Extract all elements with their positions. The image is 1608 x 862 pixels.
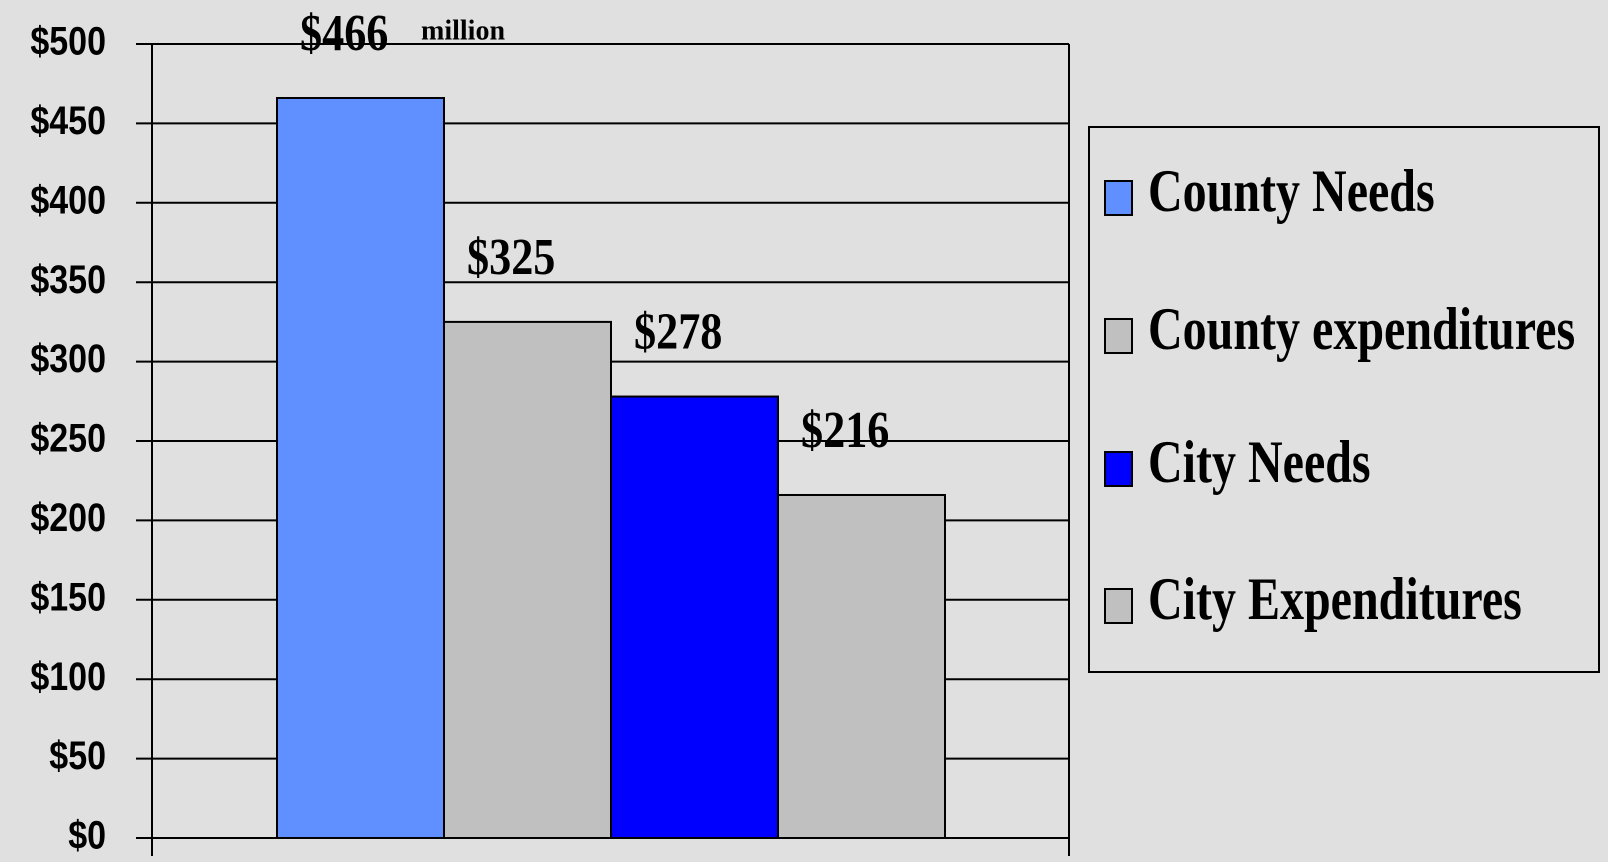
legend-label: City Expenditures	[1148, 566, 1522, 632]
y-tick-label: $200	[30, 494, 106, 539]
legend-label: City Needs	[1148, 429, 1371, 495]
value-label: $278	[634, 303, 722, 360]
value-label: $466	[300, 5, 388, 62]
legend-swatch	[1104, 180, 1133, 216]
bar	[777, 493, 946, 839]
bar	[610, 395, 779, 839]
bar	[276, 96, 445, 839]
annotation: million	[421, 15, 505, 46]
bar	[443, 320, 612, 839]
legend-swatch	[1104, 451, 1133, 487]
legend-swatch	[1104, 318, 1133, 354]
y-tick-label: $250	[30, 415, 106, 460]
legend-box	[1088, 126, 1600, 673]
legend-label: County Needs	[1148, 158, 1435, 224]
value-label: $216	[801, 402, 889, 459]
value-label: $325	[467, 229, 555, 286]
y-tick-label: $100	[30, 653, 106, 698]
y-tick-label: $150	[30, 574, 106, 619]
y-tick-label: $350	[30, 256, 106, 301]
y-tick-label: $400	[30, 177, 106, 222]
legend: County Needs County expenditures City Need…	[1104, 158, 1575, 632]
legend-swatch	[1104, 588, 1133, 624]
y-tick-label: $50	[49, 733, 106, 778]
y-tick-label: $300	[30, 336, 106, 381]
bars	[276, 96, 946, 839]
legend-label: County expenditures	[1148, 296, 1575, 362]
y-tick-label: $0	[68, 812, 106, 857]
y-tick-label: $450	[30, 97, 106, 142]
y-tick-label: $500	[30, 18, 106, 63]
